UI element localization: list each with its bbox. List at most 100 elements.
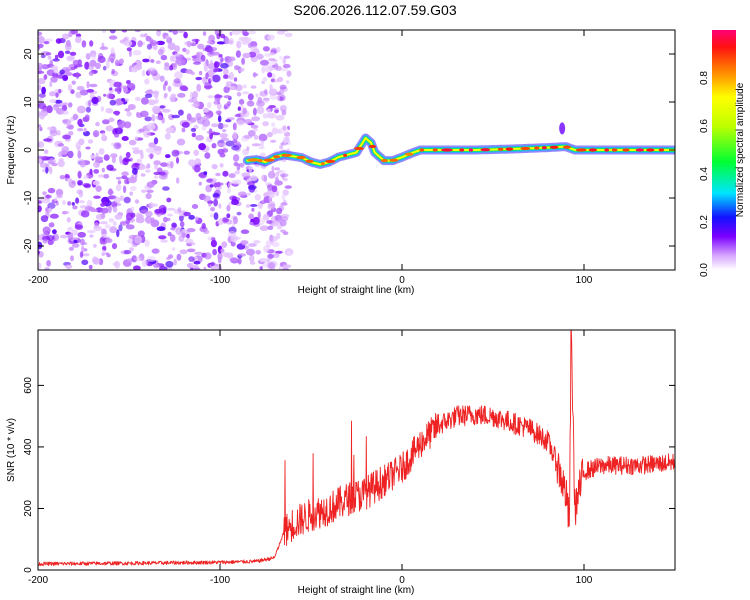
snr-ticks: -200 -100 0 100 0 200 400 600 (23, 330, 675, 586)
noise-blob (266, 220, 273, 224)
noise-blob (274, 109, 279, 114)
noise-blob (50, 65, 59, 71)
noise-blob (232, 139, 238, 144)
noise-blob (146, 262, 153, 267)
noise-blob (184, 238, 194, 244)
noise-blob (122, 157, 129, 166)
noise-blob (222, 129, 227, 133)
noise-blob (38, 70, 45, 74)
y-tick-label: 200 (23, 500, 34, 517)
noise-blob (71, 229, 78, 236)
noise-blob (211, 123, 219, 128)
noise-blob (135, 212, 143, 218)
ridge-peak (611, 148, 618, 152)
noise-blob (220, 63, 229, 69)
noise-blob (38, 36, 45, 44)
noise-blob (130, 206, 135, 212)
noise-blob (98, 148, 105, 155)
noise-blob (217, 218, 224, 226)
noise-blob (216, 181, 221, 188)
noise-blob (213, 182, 218, 188)
noise-blob (215, 67, 219, 72)
noise-blob (66, 217, 71, 223)
noise-blob (75, 36, 82, 44)
noise-blob (169, 161, 174, 169)
noise-blob (282, 264, 292, 269)
y-tick-label: -20 (23, 238, 34, 253)
noise-blob (121, 175, 128, 180)
noise-blob (247, 185, 257, 190)
noise-blob (154, 163, 158, 170)
noise-blob (38, 77, 46, 85)
noise-blob (259, 200, 267, 205)
noise-blob (55, 38, 62, 44)
noise-blob (188, 159, 196, 167)
noise-blob (79, 89, 89, 96)
noise-blob (214, 61, 218, 69)
noise-blob (54, 54, 59, 60)
noise-blob (173, 258, 177, 266)
noise-blob (286, 80, 290, 84)
noise-blob (166, 207, 176, 211)
noise-blob (175, 177, 180, 184)
noise-blob (264, 99, 269, 103)
noise-blob (279, 56, 283, 60)
noise-blob (139, 33, 146, 38)
noise-blob (262, 214, 270, 221)
noise-blob (186, 228, 196, 233)
noise-blob (114, 59, 120, 67)
noise-blob (223, 68, 229, 76)
noise-blob (95, 213, 105, 220)
noise-blob (217, 122, 224, 130)
noise-blob (251, 143, 261, 147)
noise-blob (267, 225, 274, 230)
noise-blob (145, 169, 151, 173)
noise-blob (139, 110, 149, 118)
noise-blob (160, 162, 168, 168)
noise-blob (276, 207, 283, 215)
noise-blob (209, 184, 214, 188)
noise-blob (264, 89, 268, 95)
noise-blob (126, 47, 132, 52)
ridge-peak (622, 148, 630, 152)
noise-blob (127, 104, 136, 110)
noise-blob (67, 102, 73, 108)
noise-blob (198, 143, 207, 151)
noise-blob (113, 110, 121, 115)
y-tick-label: 600 (23, 377, 34, 394)
noise-blob (135, 216, 145, 224)
noise-blob (49, 99, 57, 104)
ridge-peak (432, 148, 438, 152)
noise-blob (258, 146, 265, 150)
noise-blob (280, 104, 287, 112)
noise-blob (241, 57, 246, 65)
noise-blob (208, 203, 212, 207)
noise-blob (248, 51, 257, 58)
noise-blob (135, 96, 141, 102)
noise-blob (102, 119, 110, 125)
noise-blob (49, 213, 59, 219)
noise-blob (132, 167, 138, 175)
noise-blob (154, 208, 162, 214)
noise-blob (93, 243, 97, 248)
noise-blob (78, 138, 85, 146)
noise-blob (134, 30, 141, 33)
noise-blob (165, 154, 171, 159)
noise-blob (57, 74, 64, 79)
noise-blob (234, 65, 240, 71)
noise-blob (228, 38, 234, 45)
noise-blob (114, 214, 123, 220)
noise-blob (239, 162, 245, 169)
noise-blob (276, 91, 282, 96)
noise-blob (163, 65, 170, 71)
noise-blob (159, 266, 168, 270)
noise-blob (108, 117, 115, 123)
noise-blob (222, 124, 229, 128)
noise-blob (48, 207, 52, 213)
noise-blob (203, 266, 207, 270)
noise-blob (102, 65, 107, 71)
noise-blob (64, 50, 71, 54)
noise-blob (76, 105, 86, 114)
noise-blob (56, 130, 61, 136)
